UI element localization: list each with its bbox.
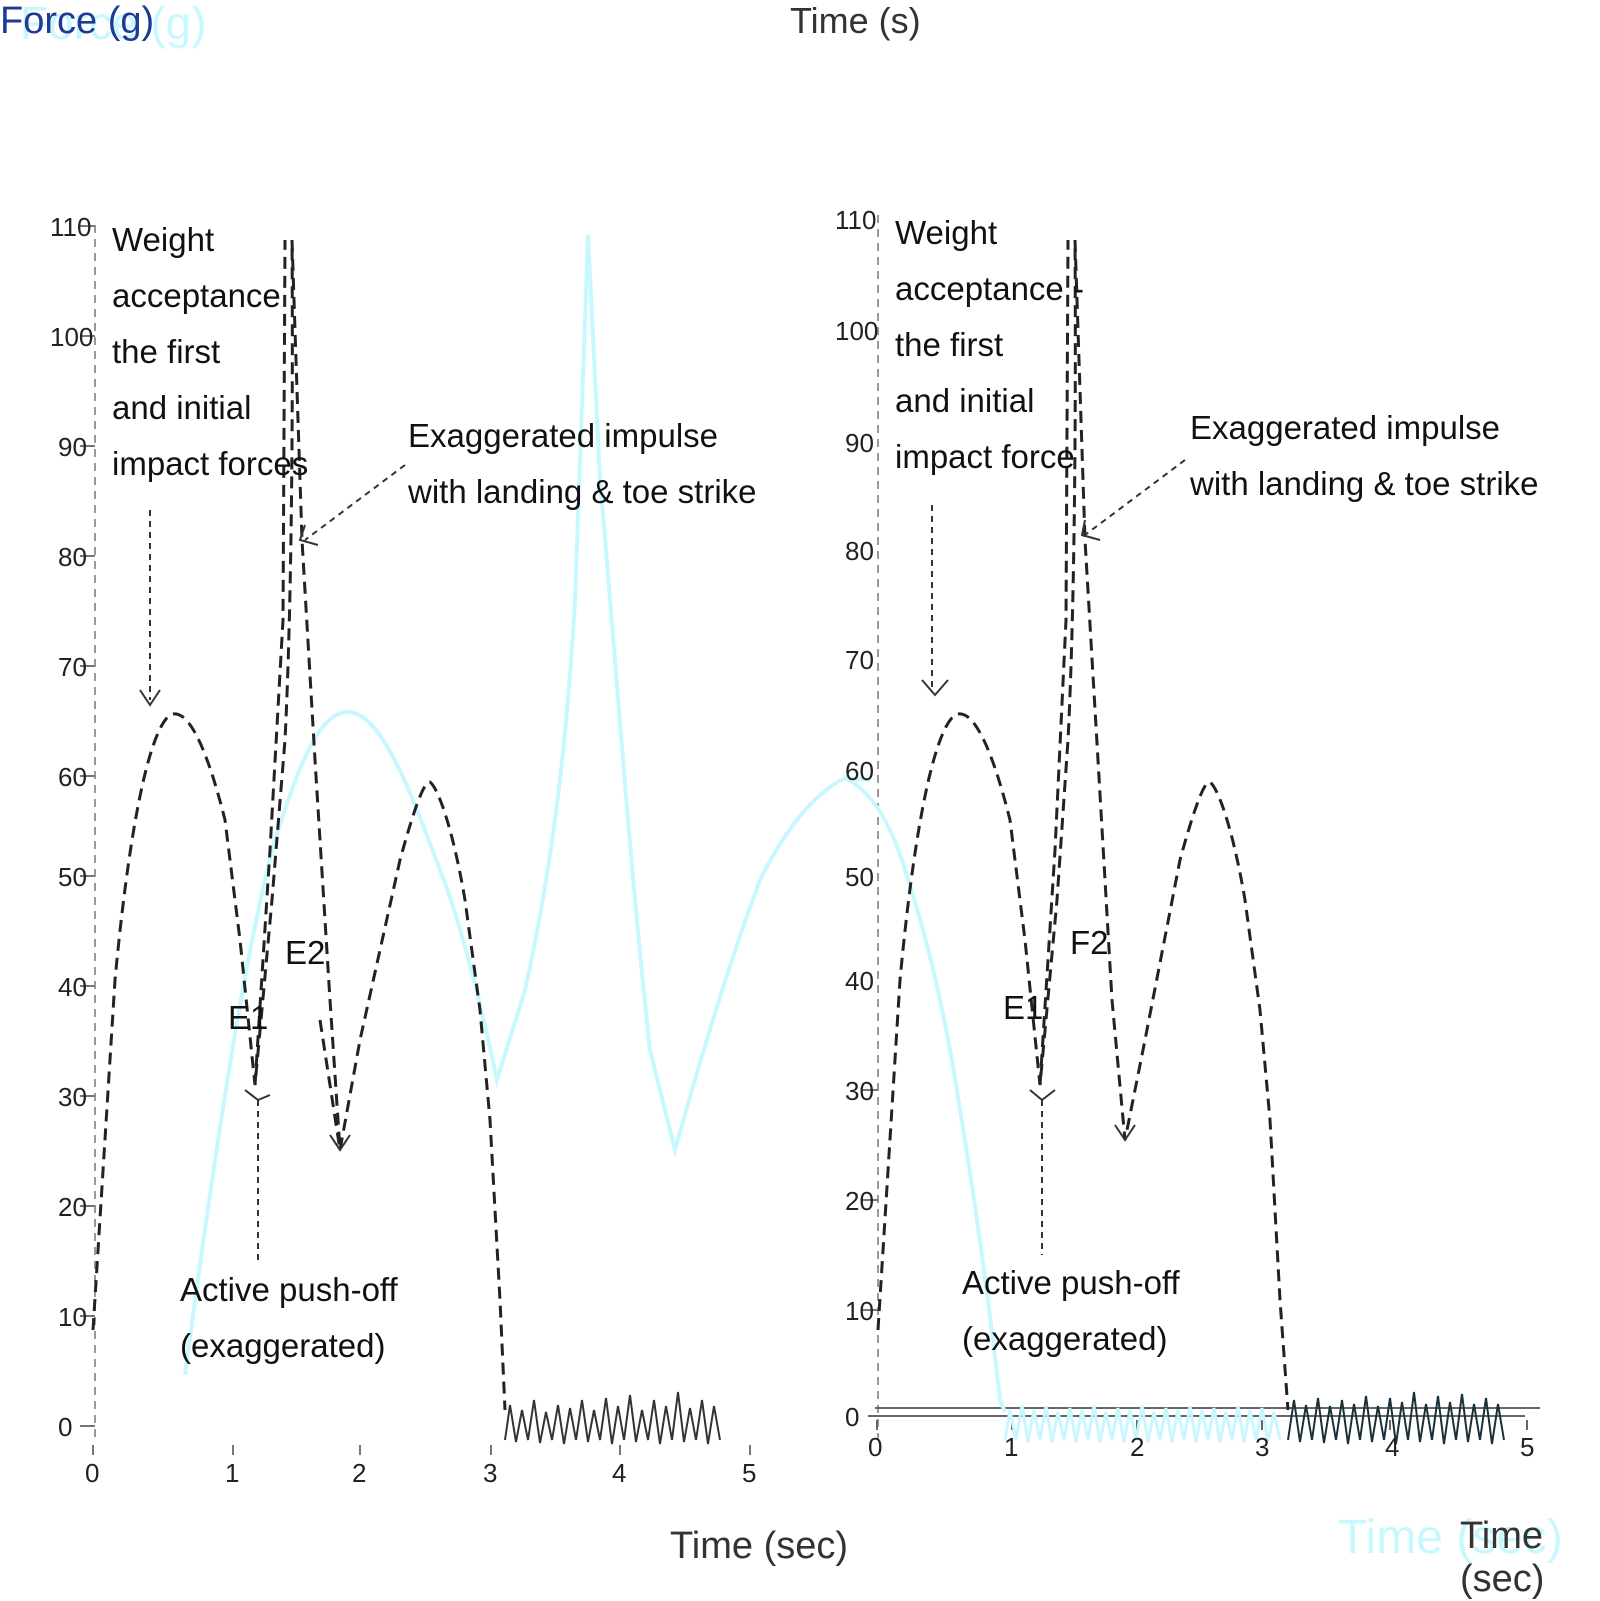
left-annotation-active-push-off: Active push-off (exaggerated)	[180, 1271, 398, 1364]
right-dashed-series	[876, 239, 1290, 1411]
left-y-axis	[80, 225, 96, 1440]
right-xtick-5: 5	[1520, 1432, 1535, 1462]
left-ytick-70: 70	[58, 652, 87, 682]
right-ytick-70: 70	[845, 645, 874, 675]
right-ytick-100: 100	[835, 316, 879, 346]
left-ytick-60: 60	[58, 762, 87, 792]
left-annotation-leaders	[149, 464, 406, 1260]
right-annotation-e2: F2	[1070, 924, 1109, 961]
right-xtick-2: 2	[1130, 1432, 1145, 1462]
right-xtick-0: 0	[868, 1432, 883, 1462]
left-ytick-30: 30	[58, 1082, 87, 1112]
left-cyan-series	[183, 234, 871, 1376]
left-annotation-weight-acceptance: Weight acceptance the first and initial …	[112, 221, 309, 482]
left-annotation-e1: E1	[228, 999, 269, 1036]
right-ytick-0: 0	[845, 1402, 860, 1432]
left-x-axis-ticks	[92, 1445, 751, 1455]
right-ytick-60: 60	[845, 756, 874, 786]
right-noise-series	[1287, 1391, 1505, 1445]
right-xtick-3: 3	[1255, 1432, 1270, 1462]
right-xtick-4: 4	[1385, 1432, 1400, 1462]
right-annotation-exaggerated-peak: Exaggerated impulse with landing & toe s…	[1190, 409, 1539, 502]
left-ytick-0: 0	[58, 1412, 73, 1442]
right-x-axis-title: Time (sec)	[1460, 1515, 1545, 1600]
left-dashed-inner	[253, 239, 287, 1086]
left-ytick-40: 40	[58, 972, 87, 1002]
left-annotation-exaggerated-peak: Exaggerated impulse with landing & toe s…	[408, 417, 757, 510]
left-ytick-20: 20	[58, 1192, 87, 1222]
right-annotation-arrows	[921, 519, 1136, 1142]
right-ytick-50: 50	[845, 862, 874, 892]
right-ytick-20: 20	[845, 1186, 874, 1216]
right-cyan-series	[844, 776, 1007, 1413]
right-ytick-40: 40	[845, 966, 874, 996]
left-noise-series	[504, 1391, 721, 1445]
right-y-axis	[862, 215, 879, 1440]
right-ytick-80: 80	[845, 536, 874, 566]
left-ytick-90: 90	[58, 432, 87, 462]
right-cyan-noise	[1003, 1404, 1282, 1443]
top-time-label: Time (s)	[790, 0, 921, 41]
right-ytick-30: 30	[845, 1076, 874, 1106]
left-xtick-5: 5	[742, 1458, 757, 1488]
left-xtick-3: 3	[483, 1458, 498, 1488]
right-annotation-active-push-off: Active push-off (exaggerated)	[962, 1264, 1180, 1357]
y-axis-title: Force (g)	[0, 0, 155, 42]
left-xtick-4: 4	[612, 1458, 627, 1488]
left-dashed-e2-segment	[318, 1019, 342, 1151]
right-annotation-leaders	[931, 459, 1186, 1255]
left-annotation-e2: E2	[285, 934, 326, 971]
right-ytick-10: 10	[845, 1296, 874, 1326]
right-dashed-inner	[1038, 239, 1070, 1086]
left-ytick-110: 110	[50, 212, 92, 242]
right-annotation-e1: E1	[1003, 989, 1044, 1026]
left-xtick-1: 1	[225, 1458, 240, 1488]
left-ytick-80: 80	[58, 542, 87, 572]
left-ytick-100: 100	[50, 322, 94, 352]
left-x-axis-title: Time (sec)	[670, 1525, 849, 1567]
y-axis-title-ghost: Force (g)	[20, 0, 207, 49]
right-ytick-110: 110	[835, 205, 877, 235]
right-annotation-weight-acceptance: Weight acceptance - the first and initia…	[895, 214, 1084, 475]
right-ytick-90: 90	[845, 428, 874, 458]
right-xtick-1: 1	[1004, 1432, 1019, 1462]
left-xtick-0: 0	[85, 1458, 100, 1488]
right-x-axis-title-ghost: Time (sec)	[1338, 1511, 1563, 1564]
left-ytick-10: 10	[58, 1302, 87, 1332]
left-dashed-series	[91, 239, 507, 1411]
left-annotation-arrows	[139, 524, 351, 1152]
left-xtick-2: 2	[352, 1458, 367, 1488]
left-ytick-50: 50	[58, 862, 87, 892]
